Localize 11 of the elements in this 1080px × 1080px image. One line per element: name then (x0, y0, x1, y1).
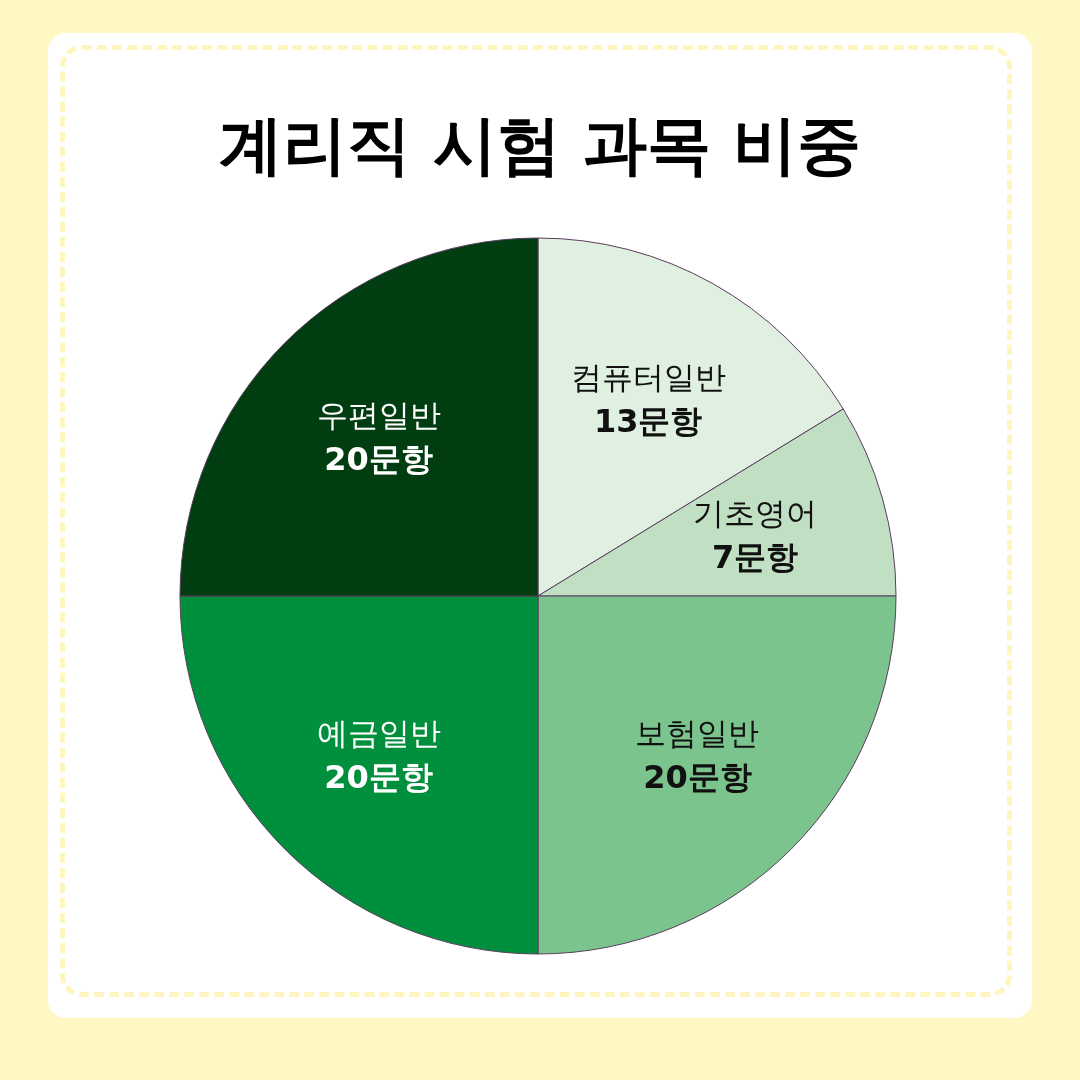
slice-label: 기초영어 (693, 494, 818, 531)
slice-label: 컴퓨터일반 (570, 359, 726, 396)
chart-title: 계리직 시험 과목 비중 (218, 108, 862, 182)
slice-label: 보험일반 (635, 715, 760, 752)
slice-label: 우편일반 (316, 396, 441, 433)
data-label: 20문항 (324, 439, 433, 478)
data-label: 7문항 (711, 537, 799, 576)
data-label: 13문항 (593, 402, 703, 441)
slice-label: 예금일반 (316, 715, 441, 752)
data-label: 20문항 (643, 758, 752, 797)
data-label: 20문항 (324, 758, 433, 797)
